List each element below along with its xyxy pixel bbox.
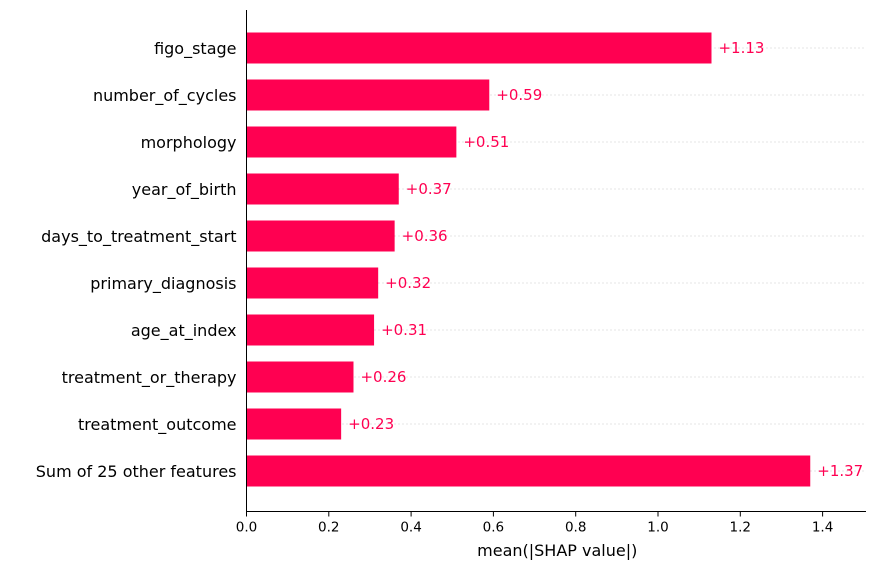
bar-treatment-or-therapy <box>246 361 354 393</box>
value-label: +0.51 <box>463 133 509 151</box>
bar-age-at-index <box>246 314 375 346</box>
category-label: Sum of 25 other features <box>36 462 237 481</box>
x-tick-label: 0.0 <box>236 520 257 536</box>
x-tick-label: 0.4 <box>400 520 421 536</box>
x-axis-title: mean(|SHAP value|) <box>477 541 637 560</box>
x-tick-label: 1.4 <box>812 520 833 536</box>
category-label: morphology <box>141 133 237 152</box>
x-tick-label: 1.2 <box>730 520 751 536</box>
value-label: +0.36 <box>402 227 448 245</box>
category-label: treatment_outcome <box>78 415 236 435</box>
value-label: +0.59 <box>496 86 542 104</box>
axes: 0.0 0.2 0.4 0.6 0.8 1.0 1.2 1.4 <box>236 10 866 536</box>
category-label: age_at_index <box>131 321 237 341</box>
bar-sum-of-25-other-features <box>246 455 811 487</box>
value-label: +0.37 <box>406 180 452 198</box>
category-label: year_of_birth <box>132 180 237 200</box>
gridlines <box>246 47 866 472</box>
category-label: treatment_or_therapy <box>62 368 237 388</box>
value-label: +1.37 <box>817 462 863 480</box>
category-label: primary_diagnosis <box>90 274 236 294</box>
value-label: +0.26 <box>360 368 406 386</box>
bar-figo-stage <box>246 32 712 64</box>
bar-days-to-treatment-start <box>246 220 395 252</box>
value-label: +0.31 <box>381 321 427 339</box>
bar-treatment-outcome <box>246 408 342 440</box>
x-tick-label: 0.8 <box>565 520 586 536</box>
value-label: +0.32 <box>385 274 431 292</box>
value-label: +0.23 <box>348 415 394 433</box>
x-tick-label: 1.0 <box>647 520 668 536</box>
category-label: figo_stage <box>154 39 236 59</box>
category-label: number_of_cycles <box>93 86 237 106</box>
value-label: +1.13 <box>718 39 764 57</box>
category-labels: figo_stage number_of_cycles morphology year… <box>36 39 237 481</box>
category-label: days_to_treatment_start <box>41 227 236 247</box>
bars <box>246 32 811 487</box>
x-tick-label: 0.2 <box>318 520 339 536</box>
bar-year-of-birth <box>246 173 399 205</box>
bar-primary-diagnosis <box>246 267 379 299</box>
bar-number-of-cycles <box>246 79 490 111</box>
bar-morphology <box>246 126 457 158</box>
x-tick-label: 0.6 <box>483 520 504 536</box>
value-labels: +1.13 +0.59 +0.51 +0.37 +0.36 +0.32 +0.31 +0.26… <box>348 39 863 480</box>
